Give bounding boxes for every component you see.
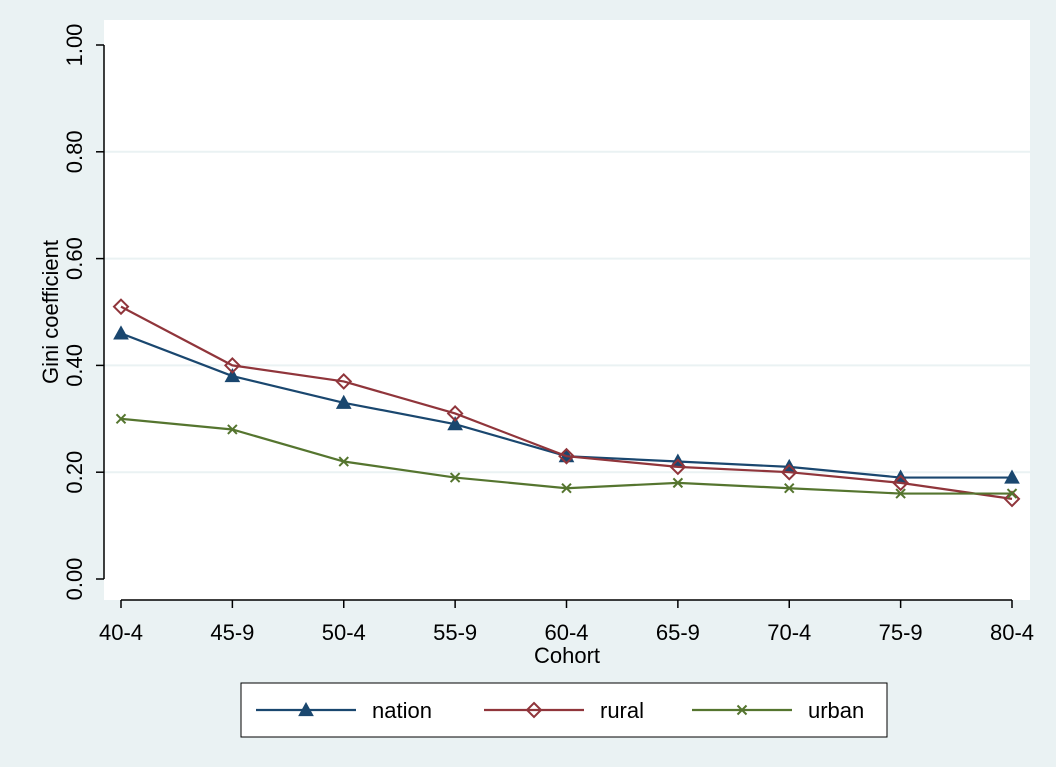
- x-marker: [895, 488, 906, 499]
- x-marker-stroke: [1006, 488, 1018, 499]
- triangle-marker: [447, 416, 463, 431]
- x-marker-stroke: [561, 483, 572, 494]
- y-tick-label: 0.80: [62, 130, 87, 173]
- x-marker: [227, 424, 238, 435]
- y-tick-label: 0.00: [62, 558, 87, 601]
- y-tick-label: 0.40: [62, 344, 87, 387]
- x-tick-label: 60-4: [544, 620, 588, 645]
- legend-item-nation: nation: [256, 698, 432, 723]
- x-marker-stroke: [449, 472, 461, 483]
- legend: nation rural urban: [240, 682, 888, 738]
- legend-label: nation: [372, 698, 432, 723]
- x-marker-stroke: [672, 477, 684, 489]
- x-tick-label: 45-9: [210, 620, 254, 645]
- triangle-marker: [335, 394, 352, 409]
- x-tick-label: 75-9: [879, 620, 923, 645]
- diamond-marker: [525, 701, 543, 719]
- x-tick-label: 70-4: [767, 620, 811, 645]
- diamond-marker: [446, 405, 464, 422]
- y-tick-label: 1.00: [62, 24, 87, 67]
- x-marker-stroke: [338, 456, 349, 467]
- series-urban: [115, 413, 1018, 499]
- legend-item-urban: urban: [692, 698, 864, 723]
- y-tick-label: 0.60: [62, 237, 87, 280]
- x-marker: [1006, 488, 1018, 499]
- x-marker: [784, 483, 795, 494]
- tick-labels: 0.00 0.20 0.40 0.60 0.80 1.00 40-4 45-9 50-4 55-9…: [62, 24, 1034, 645]
- x-tick-label: 55-9: [433, 620, 477, 645]
- x-marker: [338, 456, 349, 467]
- x-marker-stroke: [736, 704, 748, 716]
- series-rural: [112, 298, 1021, 508]
- diamond-marker: [892, 474, 910, 492]
- triangle-marker: [298, 701, 314, 717]
- x-tick-label: 65-9: [656, 620, 700, 645]
- x-marker-stroke: [784, 483, 795, 494]
- triangle-marker: [113, 325, 129, 340]
- series-layer: [112, 298, 1021, 508]
- legend-item-rural: rural: [484, 698, 644, 723]
- diamond-marker: [223, 356, 241, 374]
- x-marker: [672, 477, 684, 489]
- x-marker-stroke: [895, 488, 906, 499]
- x-tick-label: 40-4: [99, 620, 143, 645]
- x-marker: [115, 413, 127, 425]
- gridlines: [104, 150, 1030, 474]
- legend-label: rural: [600, 698, 644, 723]
- x-marker-stroke: [115, 413, 127, 425]
- x-marker: [561, 483, 572, 494]
- series-line-rural: [120, 305, 1013, 500]
- plot-area: [104, 20, 1030, 600]
- x-marker: [449, 472, 461, 483]
- legend-label: urban: [808, 698, 864, 723]
- diamond-marker: [335, 373, 353, 390]
- x-tick-label: 50-4: [322, 620, 366, 645]
- triangle-marker: [224, 368, 241, 383]
- triangle-marker: [1004, 469, 1020, 484]
- x-tick-label: 80-4: [990, 620, 1034, 645]
- diamond-marker: [669, 458, 687, 476]
- diamond-marker: [112, 298, 130, 316]
- x-marker: [736, 704, 748, 716]
- diamond-marker: [780, 463, 798, 481]
- diamond-marker: [558, 447, 575, 465]
- diamond-marker: [1003, 490, 1021, 508]
- y-axis-title: Gini coefficient: [38, 240, 63, 384]
- x-axis-title: Cohort: [534, 643, 600, 668]
- y-tick-label: 0.20: [62, 451, 87, 494]
- x-marker-stroke: [227, 424, 238, 435]
